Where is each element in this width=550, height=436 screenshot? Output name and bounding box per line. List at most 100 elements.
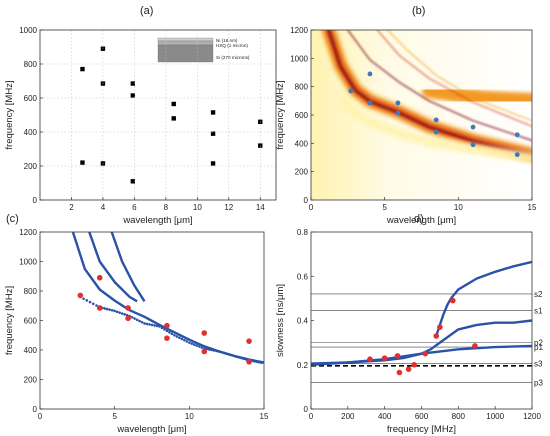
curve-dot bbox=[252, 360, 256, 363]
data-point bbox=[210, 110, 216, 115]
data-point bbox=[171, 101, 176, 107]
data-point bbox=[130, 179, 136, 184]
curve-dot bbox=[143, 322, 146, 325]
curve-dot bbox=[230, 353, 233, 357]
reference-line-label-s1: s1 bbox=[534, 307, 543, 316]
curve-dot bbox=[163, 328, 166, 331]
curve-dot bbox=[103, 307, 107, 310]
curve-dot bbox=[260, 361, 263, 365]
data-point bbox=[470, 124, 476, 130]
data-point bbox=[125, 315, 131, 322]
curve-dot bbox=[257, 360, 261, 364]
curve-dot bbox=[227, 353, 231, 356]
data-point bbox=[130, 81, 136, 86]
curve-dot bbox=[175, 335, 179, 338]
curve-dot bbox=[195, 344, 199, 347]
curve-dot bbox=[82, 297, 85, 300]
data-point bbox=[450, 297, 456, 304]
curve-dot bbox=[188, 341, 191, 344]
curve-dot bbox=[183, 338, 186, 342]
y-tick-label: 0 bbox=[304, 405, 309, 414]
data-point bbox=[367, 71, 373, 77]
x-tick-label: 5 bbox=[112, 412, 117, 421]
inset-layer bbox=[157, 40, 214, 46]
curve-dot bbox=[118, 311, 121, 314]
y-tick-label: 600 bbox=[295, 111, 309, 120]
x-tick-label: 2 bbox=[69, 203, 74, 212]
curve-dot bbox=[155, 324, 159, 328]
curve-dot bbox=[123, 313, 126, 316]
y-tick-label: 0 bbox=[33, 405, 38, 414]
curve-dot bbox=[105, 307, 109, 311]
curve-dot bbox=[193, 343, 196, 346]
curve-dot bbox=[215, 349, 219, 353]
data-point bbox=[348, 88, 354, 94]
curve-dot bbox=[85, 299, 89, 302]
data-point bbox=[405, 366, 412, 372]
y-tick-label: 1200 bbox=[19, 228, 37, 237]
x-tick-label: 5 bbox=[382, 203, 387, 212]
data-point bbox=[396, 369, 403, 376]
y-tick-label: 0 bbox=[304, 196, 309, 205]
x-tick-label: 200 bbox=[341, 412, 355, 421]
data-point bbox=[395, 110, 401, 116]
y-tick-label: 800 bbox=[24, 287, 38, 296]
y-axis-label: frequency [MHz] bbox=[4, 286, 15, 355]
data-point bbox=[394, 353, 401, 359]
heatmap-band-flat-glow bbox=[421, 83, 532, 108]
data-point bbox=[80, 160, 85, 165]
x-tick-label: 10 bbox=[185, 412, 194, 421]
curve-dot bbox=[160, 326, 164, 330]
y-tick-label: 200 bbox=[295, 168, 309, 177]
curve-dot bbox=[235, 355, 238, 358]
dispersion-curve-2 bbox=[435, 260, 532, 337]
x-tick-label: 1000 bbox=[486, 412, 504, 421]
curve-dot bbox=[200, 346, 204, 349]
curve-dot bbox=[113, 309, 116, 313]
y-axis-label: slowness [ns/μm] bbox=[275, 284, 286, 357]
data-point bbox=[210, 161, 216, 166]
curve-dot bbox=[242, 357, 246, 361]
x-tick-label: 6 bbox=[132, 203, 137, 212]
curve-dot bbox=[115, 310, 119, 314]
reference-line-label-s2: s2 bbox=[534, 290, 543, 299]
y-tick-label: 800 bbox=[295, 83, 309, 92]
data-point bbox=[96, 305, 103, 311]
x-tick-label: 8 bbox=[164, 203, 169, 212]
data-point bbox=[514, 152, 520, 158]
reference-line-label-s3: s3 bbox=[534, 360, 543, 369]
x-tick-label: 1200 bbox=[523, 412, 541, 421]
x-tick-label: 12 bbox=[224, 203, 233, 212]
chart-panel-2: 0 5 10 15 0 200 400 600 800 1000 1200 wavelength [μ… bbox=[275, 5, 537, 226]
x-tick-label: 15 bbox=[528, 203, 537, 212]
inset-layer bbox=[157, 37, 214, 42]
curve-dot bbox=[165, 329, 169, 333]
y-tick-label: 1200 bbox=[290, 26, 308, 35]
data-point bbox=[433, 129, 439, 135]
data-point bbox=[80, 66, 85, 72]
curve-dot bbox=[135, 318, 139, 322]
curve-dot bbox=[140, 320, 144, 324]
data-point bbox=[246, 338, 252, 344]
x-axis-label: wavelength [μm] bbox=[122, 215, 192, 226]
curve-dot bbox=[190, 342, 194, 345]
curve-dot bbox=[91, 302, 95, 306]
x-tick-label: 0 bbox=[38, 412, 43, 421]
x-axis-label: frequency [MHz] bbox=[387, 424, 456, 435]
data-point bbox=[422, 350, 428, 357]
plot-area bbox=[71, 232, 264, 365]
curve-dot bbox=[185, 340, 189, 343]
y-tick-label: 0.4 bbox=[297, 317, 309, 326]
data-point bbox=[201, 330, 208, 336]
curve-dot bbox=[153, 324, 156, 327]
y-tick-label: 800 bbox=[24, 60, 38, 69]
plot-area bbox=[311, 260, 532, 383]
curve-dot bbox=[88, 300, 92, 304]
curve-dot bbox=[108, 308, 111, 311]
y-tick-label: 200 bbox=[24, 376, 38, 385]
x-tick-label: 400 bbox=[378, 412, 392, 421]
inset-layer-label: Si (270 microns) bbox=[216, 55, 250, 60]
panel-label: (c) bbox=[6, 213, 19, 225]
